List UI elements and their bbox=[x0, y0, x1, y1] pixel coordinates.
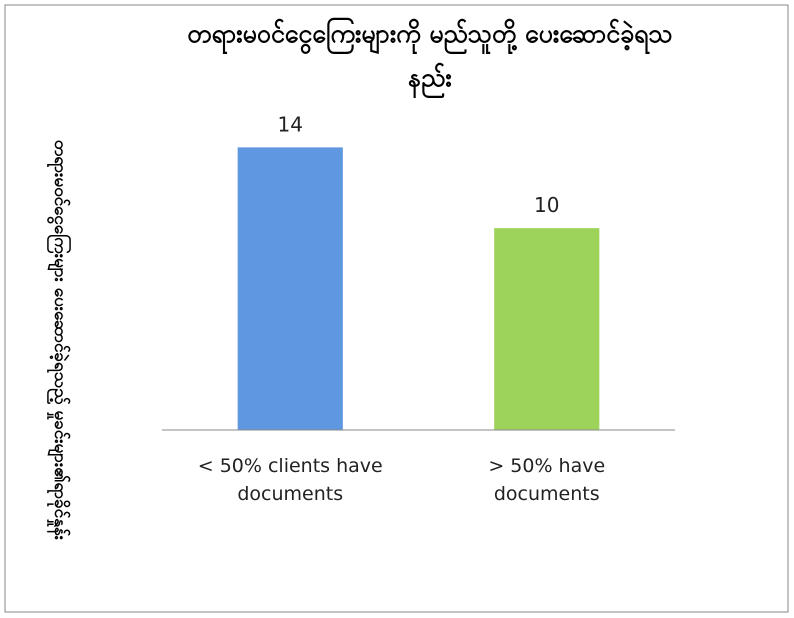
data-label: 10 bbox=[534, 193, 559, 217]
data-label: 14 bbox=[278, 112, 303, 136]
chart-border bbox=[4, 4, 789, 613]
x-tick-label: < 50% clients have documents bbox=[197, 455, 383, 505]
chart-title: တရားမဝင်ငွေကြေးများကို မည်သူတို့ ပေးဆောင… bbox=[187, 19, 673, 92]
x-tick-label: > 50% have documents bbox=[488, 455, 606, 505]
bar bbox=[494, 228, 600, 430]
bar bbox=[237, 147, 343, 430]
y-axis-label: တရားမဝင်ငွေကြေးများ ပေးဆောင်ခဲ့ရသည့် မှု… bbox=[50, 139, 70, 541]
